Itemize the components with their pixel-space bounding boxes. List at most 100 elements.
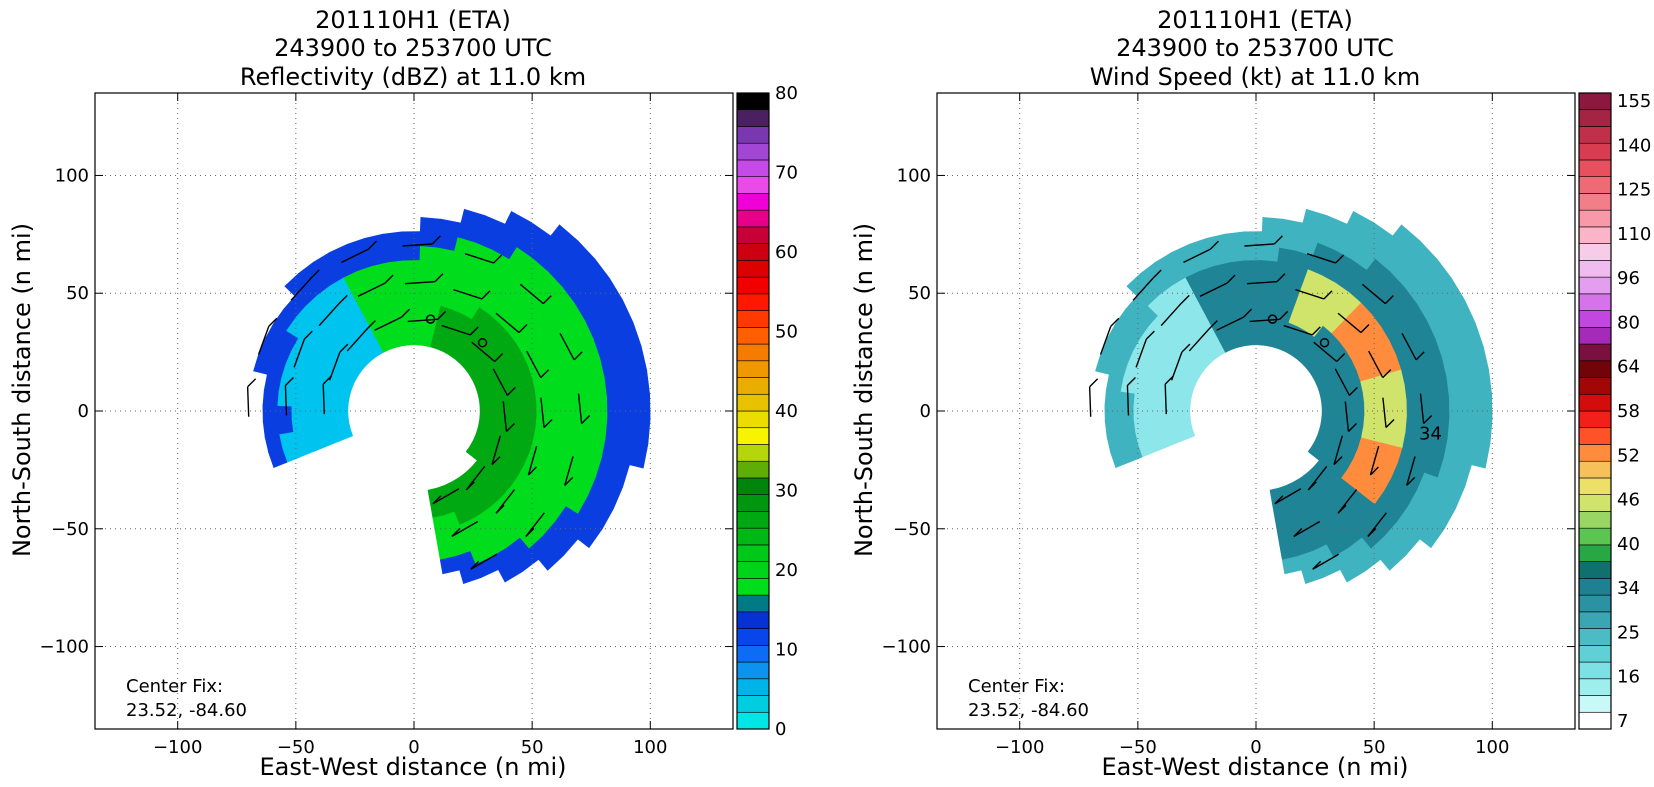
colorbar-swatch bbox=[736, 209, 770, 228]
field-cell-range-12-20 bbox=[633, 418, 651, 445]
colorbar-swatch bbox=[736, 260, 770, 278]
field-cell-range-26-38 bbox=[1434, 397, 1450, 419]
colorbar-swatch bbox=[736, 310, 770, 328]
field-cell-range-5-18 bbox=[1147, 395, 1163, 409]
wind-barb-flag bbox=[1293, 528, 1303, 537]
field-cell-range-18-26 bbox=[1224, 231, 1245, 249]
field-cell-range-18-26 bbox=[1280, 218, 1304, 238]
colorbar: 7 16 25 34 40 46 52 58 64 80 96 110 125 140 155 bbox=[1578, 91, 1651, 732]
wind-barb-staff bbox=[1244, 243, 1275, 247]
wind-barb-flag bbox=[431, 235, 441, 245]
colorbar-swatch bbox=[1578, 343, 1612, 362]
colorbar-frame bbox=[736, 92, 770, 730]
wind-barb-flag bbox=[434, 273, 444, 283]
field-cell-range-26-38 bbox=[1245, 259, 1262, 275]
field-cell-range-26-38 bbox=[1404, 381, 1422, 401]
colorbar-swatch bbox=[736, 159, 770, 177]
field-cell-range-18-26 bbox=[1463, 395, 1479, 420]
field-cell-range-0-12 bbox=[305, 395, 321, 409]
plot-area: −100 −50 0 50 100 −100 −50 0 50 100 7 16 25 34 40 46 52 5… bbox=[882, 91, 1652, 758]
field-cell-range-38-50 bbox=[1364, 402, 1380, 416]
colorbar-swatch bbox=[1578, 511, 1612, 529]
wind-barb-flag bbox=[1369, 466, 1379, 476]
colorbar-swatch bbox=[736, 661, 770, 680]
chart-title-line-1: 201110H1 (ETA) bbox=[1157, 6, 1353, 34]
field-cell-range-20-28 bbox=[406, 302, 419, 318]
colorbar-tick-label: 10 bbox=[775, 640, 798, 661]
colorbar-swatch bbox=[1578, 410, 1612, 429]
field-cell-range-12-20 bbox=[268, 448, 288, 469]
wind-barb-staff bbox=[1419, 393, 1425, 424]
field-cell-range-12-20 bbox=[262, 405, 278, 422]
colorbar-swatch bbox=[1578, 142, 1612, 161]
y-axis-label: North-South distance (n mi) bbox=[850, 223, 878, 557]
colorbar-swatch bbox=[736, 578, 770, 596]
colorbar-swatch bbox=[1578, 92, 1612, 111]
wind-barb-staff bbox=[526, 350, 542, 378]
colorbar-swatch bbox=[736, 460, 770, 479]
colorbar-swatch bbox=[736, 678, 770, 696]
y-tick-label: 100 bbox=[897, 165, 931, 186]
colorbar-swatch bbox=[736, 293, 770, 311]
field-cell-range-12-20 bbox=[419, 217, 442, 234]
chart-title-line-1: 201110H1 (ETA) bbox=[315, 6, 511, 34]
x-tick-label: −50 bbox=[277, 737, 315, 758]
wind-barb-flag bbox=[1335, 254, 1345, 264]
field-cell-range-26-38 bbox=[1229, 259, 1247, 277]
field-cell-range-12-20 bbox=[504, 210, 533, 236]
wind-barb-flag bbox=[495, 504, 505, 514]
wind-barb-flag bbox=[322, 375, 332, 385]
colorbar-tick-label: 40 bbox=[1617, 534, 1640, 555]
wind-barb-staff bbox=[527, 445, 538, 476]
wind-barb-flag bbox=[525, 527, 535, 537]
wind-barb-staff bbox=[1368, 350, 1384, 378]
wind-barb-flag bbox=[1347, 422, 1357, 432]
field-cell-range-18-26 bbox=[1461, 417, 1479, 443]
wind-barb-staff bbox=[1160, 302, 1182, 327]
center-marker bbox=[1267, 314, 1278, 324]
wind-barb-staff bbox=[1401, 333, 1417, 361]
colorbar-tick-label: 70 bbox=[775, 163, 798, 184]
wind-barb-flag bbox=[1311, 326, 1321, 336]
wind-barb-flag bbox=[540, 369, 550, 379]
field-cell-range-20-28 bbox=[417, 287, 432, 304]
colorbar-tick-label: 58 bbox=[1617, 401, 1640, 422]
field-cell-range-20-28 bbox=[549, 415, 566, 433]
field-cell-range-18-26 bbox=[1346, 210, 1375, 236]
wind-speed-panel: 201110H1 (ETA) 243900 to 253700 UTC Wind… bbox=[850, 6, 1651, 781]
field-cell-range-18-26 bbox=[1226, 245, 1246, 263]
colorbar-swatch bbox=[1578, 109, 1612, 127]
wind-barb-flag bbox=[581, 415, 591, 425]
wind-barb-flag bbox=[1273, 235, 1283, 245]
colorbar-swatch bbox=[736, 561, 770, 579]
field-cell-range-38-50 bbox=[1378, 401, 1394, 417]
field-cell-range-20-28 bbox=[416, 316, 428, 332]
colorbar-tick-label: 50 bbox=[775, 322, 798, 343]
wind-barb-flag bbox=[543, 419, 553, 428]
wind-barb-flag bbox=[268, 317, 278, 327]
colorbar-tick-label: 16 bbox=[1617, 667, 1640, 688]
wind-barb-staff bbox=[318, 302, 340, 327]
colorbar-tick-label: 110 bbox=[1617, 224, 1651, 245]
colorbar-swatch bbox=[1578, 678, 1612, 696]
x-axis-label: East-West distance (n mi) bbox=[259, 753, 566, 781]
wind-barb-flag bbox=[573, 351, 583, 361]
field-cell-range-5-18 bbox=[1147, 406, 1163, 419]
wind-barb-staff bbox=[1183, 248, 1211, 263]
colorbar-swatch bbox=[736, 327, 770, 345]
colorbar-swatch bbox=[736, 427, 770, 445]
field-cell-range-0-12 bbox=[290, 406, 306, 420]
chart-title-line-3: Reflectivity (dBZ) at 11.0 km bbox=[240, 63, 586, 91]
field-cell-range-28-34 bbox=[479, 405, 495, 415]
field-cell-range-12-20 bbox=[621, 395, 637, 420]
wind-barb-flag bbox=[401, 308, 411, 318]
wind-barb-staff bbox=[1249, 318, 1280, 323]
wind-barb-flag bbox=[1208, 320, 1218, 330]
field-cell-range-18-26 bbox=[1261, 217, 1284, 234]
wind-barb-staff bbox=[1216, 316, 1244, 331]
field-cell-range-18-26 bbox=[1244, 245, 1263, 261]
x-tick-label: 0 bbox=[408, 737, 419, 758]
field-cell-range-18-26 bbox=[1104, 405, 1120, 422]
colorbar-tick-label: 46 bbox=[1617, 490, 1640, 511]
colorbar-swatch bbox=[736, 544, 770, 562]
